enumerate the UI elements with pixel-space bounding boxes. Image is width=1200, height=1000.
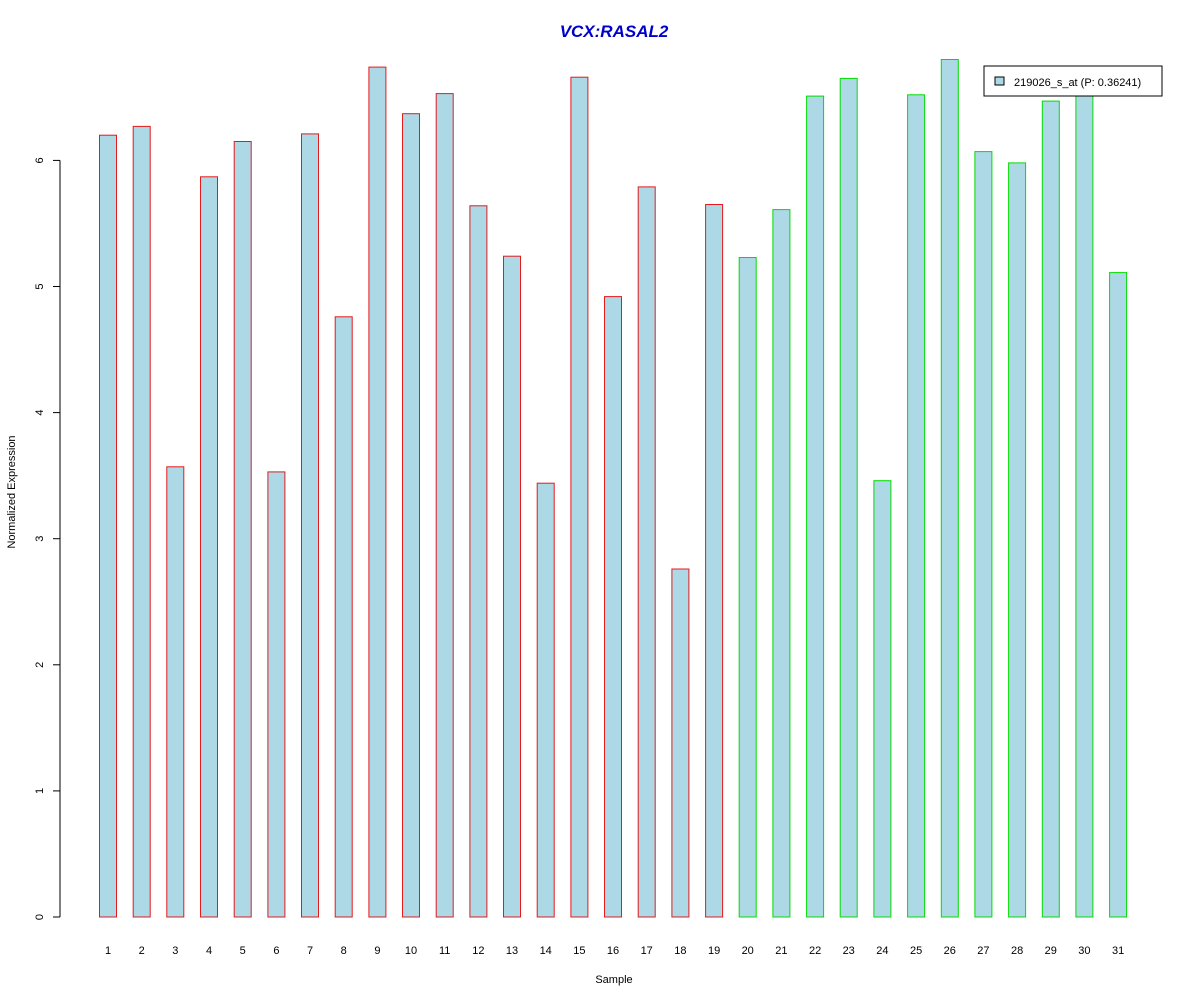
- x-tick-label: 29: [1045, 945, 1057, 957]
- bar-sample-31: [1109, 272, 1128, 918]
- x-tick-label: 3: [172, 945, 178, 957]
- x-tick-label: 1: [105, 945, 111, 957]
- bar-sample-13: [503, 255, 521, 918]
- y-tick-label: 5: [34, 283, 46, 289]
- y-axis-label: Normalized Expression: [6, 435, 18, 548]
- bar-sample-21: [772, 209, 791, 918]
- x-tick-label: 26: [944, 945, 956, 957]
- bar-sample-26: [940, 59, 959, 918]
- bar-sample-27: [974, 151, 993, 918]
- legend: 219026_s_at (P: 0.36241): [983, 65, 1163, 97]
- bar-sample-10: [402, 113, 420, 918]
- x-tick-label: 30: [1078, 945, 1090, 957]
- x-tick-label: 8: [341, 945, 347, 957]
- x-tick-label: 14: [540, 945, 552, 957]
- legend-label: 219026_s_at (P: 0.36241): [1014, 77, 1141, 89]
- x-tick-label: 15: [573, 945, 585, 957]
- x-axis-label: Sample: [595, 974, 632, 986]
- x-tick-label: 7: [307, 945, 313, 957]
- y-tick-label: 4: [34, 410, 46, 416]
- x-tick-label: 17: [641, 945, 653, 957]
- legend-box: [983, 65, 1163, 97]
- bar-sample-1: [99, 134, 117, 918]
- y-axis: 0 1 2 3 4 5 6: [34, 157, 61, 920]
- y-tick-label: 1: [34, 788, 46, 794]
- x-tick-label: 12: [472, 945, 484, 957]
- bar-sample-24: [873, 480, 892, 918]
- x-tick-label: 23: [843, 945, 855, 957]
- x-tick-label: 5: [240, 945, 246, 957]
- chart-title: VCX:RASAL2: [560, 22, 669, 41]
- bar-sample-5: [233, 141, 252, 918]
- x-tick-label: 28: [1011, 945, 1023, 957]
- bar-sample-22: [806, 95, 825, 918]
- bar-sample-7: [301, 133, 319, 918]
- bar-sample-3: [166, 466, 185, 918]
- bar-sample-23: [839, 77, 858, 918]
- y-tick-label: 6: [34, 157, 46, 163]
- x-tick-label: 10: [405, 945, 417, 957]
- y-tick-label: 0: [34, 914, 46, 920]
- bar-sample-6: [267, 471, 286, 918]
- x-tick-labels: 1 2 3 4 5 6 7 8 9 10 11 12 13 14 15 16 17 18 19 20 21 22 23 24 2…: [105, 945, 1124, 957]
- bar-sample-9: [368, 66, 387, 918]
- bar-sample-18: [671, 568, 690, 918]
- bars-group: [99, 59, 1128, 918]
- bar-sample-2: [132, 125, 151, 918]
- bar-sample-15: [570, 76, 589, 918]
- x-tick-label: 25: [910, 945, 922, 957]
- x-tick-label: 22: [809, 945, 821, 957]
- x-tick-label: 11: [439, 945, 450, 957]
- x-tick-label: 24: [876, 945, 888, 957]
- bar-sample-4: [200, 176, 218, 918]
- bar-sample-16: [604, 296, 622, 918]
- bar-sample-28: [1008, 162, 1027, 918]
- y-tick-label: 3: [34, 536, 46, 542]
- bar-sample-14: [536, 482, 555, 918]
- x-tick-label: 6: [273, 945, 279, 957]
- x-tick-label: 4: [206, 945, 212, 957]
- bar-sample-30: [1075, 93, 1094, 918]
- x-tick-label: 20: [742, 945, 754, 957]
- bar-sample-25: [907, 94, 926, 918]
- bar-sample-29: [1041, 100, 1060, 918]
- x-tick-label: 9: [374, 945, 380, 957]
- x-tick-label: 31: [1112, 945, 1124, 957]
- bar-sample-12: [469, 205, 488, 918]
- x-tick-label: 21: [775, 945, 787, 957]
- x-tick-label: 16: [607, 945, 619, 957]
- y-tick-label: 2: [34, 662, 46, 668]
- legend-swatch: [994, 76, 1005, 86]
- bar-sample-20: [738, 257, 757, 918]
- x-tick-label: 19: [708, 945, 720, 957]
- bar-sample-11: [435, 93, 454, 918]
- bar-sample-8: [334, 316, 353, 918]
- x-tick-label: 2: [139, 945, 145, 957]
- x-tick-label: 27: [977, 945, 989, 957]
- bar-sample-19: [705, 204, 724, 918]
- x-tick-label: 18: [674, 945, 686, 957]
- bar-sample-17: [637, 186, 656, 918]
- x-tick-label: 13: [506, 945, 518, 957]
